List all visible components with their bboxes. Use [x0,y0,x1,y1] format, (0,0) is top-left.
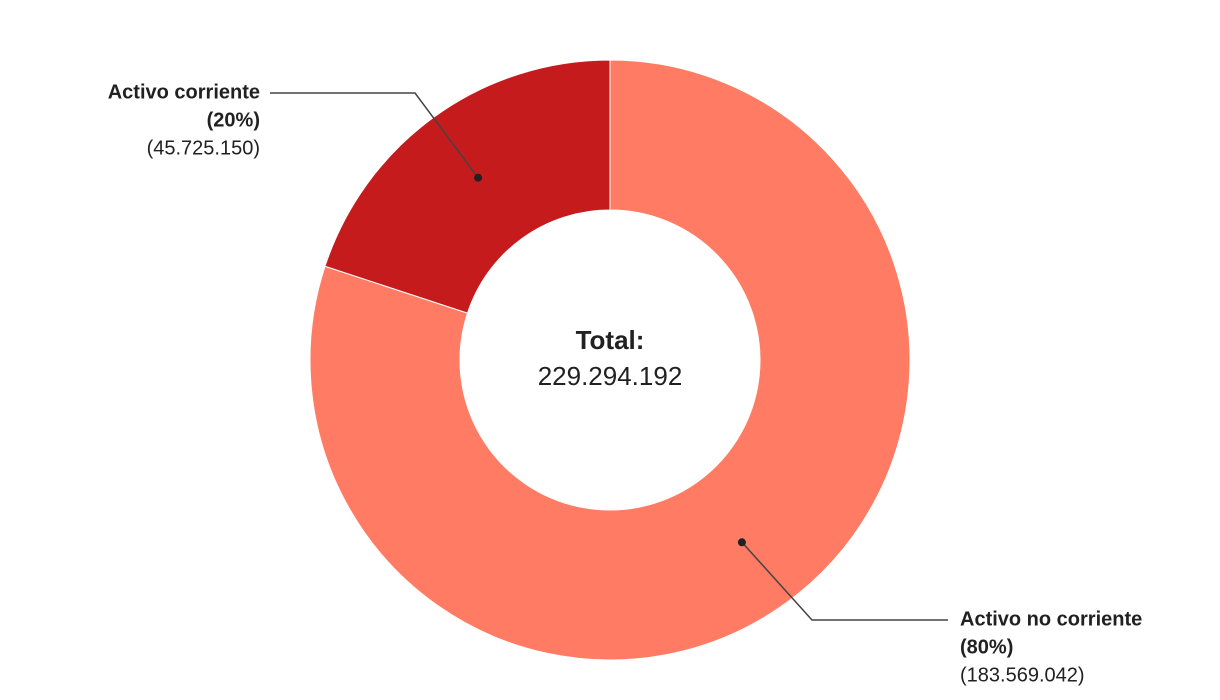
leader-line [270,92,479,179]
slice-label: Activo corriente [108,81,260,103]
percent-label: (20%) [207,109,260,131]
center-title: Total: [576,325,645,355]
leader-line [741,541,948,621]
slice [324,59,611,314]
value-label: (45.725.150) [147,137,260,159]
leader-dot [474,173,483,182]
slice-label: Activo no corriente [960,608,1142,630]
percent-label: (80%) [960,636,1013,658]
value-label: (183.569.042) [960,664,1085,686]
center-value: 229.294.192 [538,361,683,391]
leader-dot [737,538,746,547]
slice [309,59,911,661]
